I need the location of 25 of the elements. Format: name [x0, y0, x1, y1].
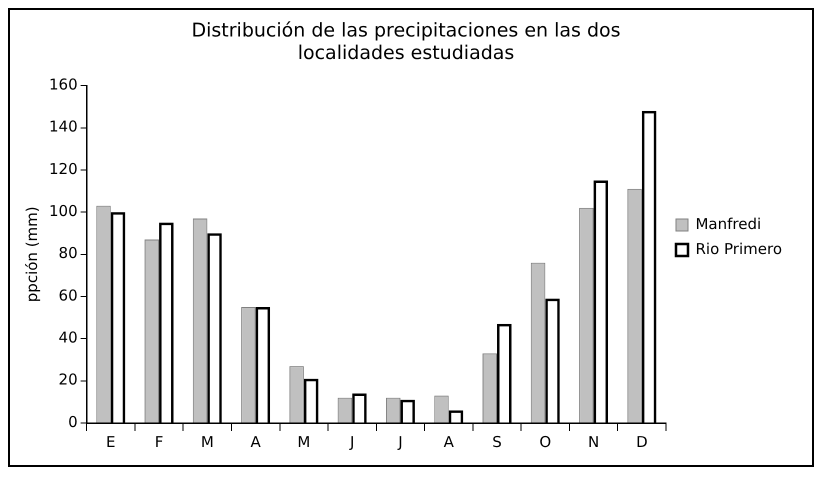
y-tick-label: 100	[48, 202, 78, 220]
y-tick-label: 0	[68, 412, 78, 431]
x-tick-label: J	[348, 432, 354, 451]
x-tick-label: M	[297, 432, 310, 451]
x-tick-label: O	[539, 432, 552, 451]
x-tick-label: N	[588, 432, 600, 451]
x-tick-label: S	[492, 432, 502, 451]
x-tick-label: M	[200, 432, 214, 451]
y-tick-label: 60	[58, 286, 78, 304]
x-tick-label: D	[636, 432, 648, 451]
y-tick-label: 140	[48, 118, 78, 136]
x-tick-label: A	[250, 432, 262, 451]
y-tick-label: 20	[58, 370, 78, 389]
y-tick-label: 40	[58, 328, 78, 347]
y-tick-label: 80	[58, 244, 78, 262]
x-tick-label: F	[154, 432, 164, 451]
x-tick-label: J	[397, 432, 403, 451]
x-tick-label: E	[106, 432, 116, 451]
legend-label: Rio Primero	[695, 240, 782, 258]
y-axis-title: ppción (mm)	[22, 206, 41, 302]
x-tick-label: A	[444, 432, 455, 451]
y-tick-label: 120	[48, 160, 78, 178]
y-tick-label: 160	[48, 75, 78, 94]
legend-label: Manfredi	[695, 214, 762, 233]
chart-title: Distribución de las precipitaciones en las dos localidades estudiadas	[191, 19, 621, 64]
